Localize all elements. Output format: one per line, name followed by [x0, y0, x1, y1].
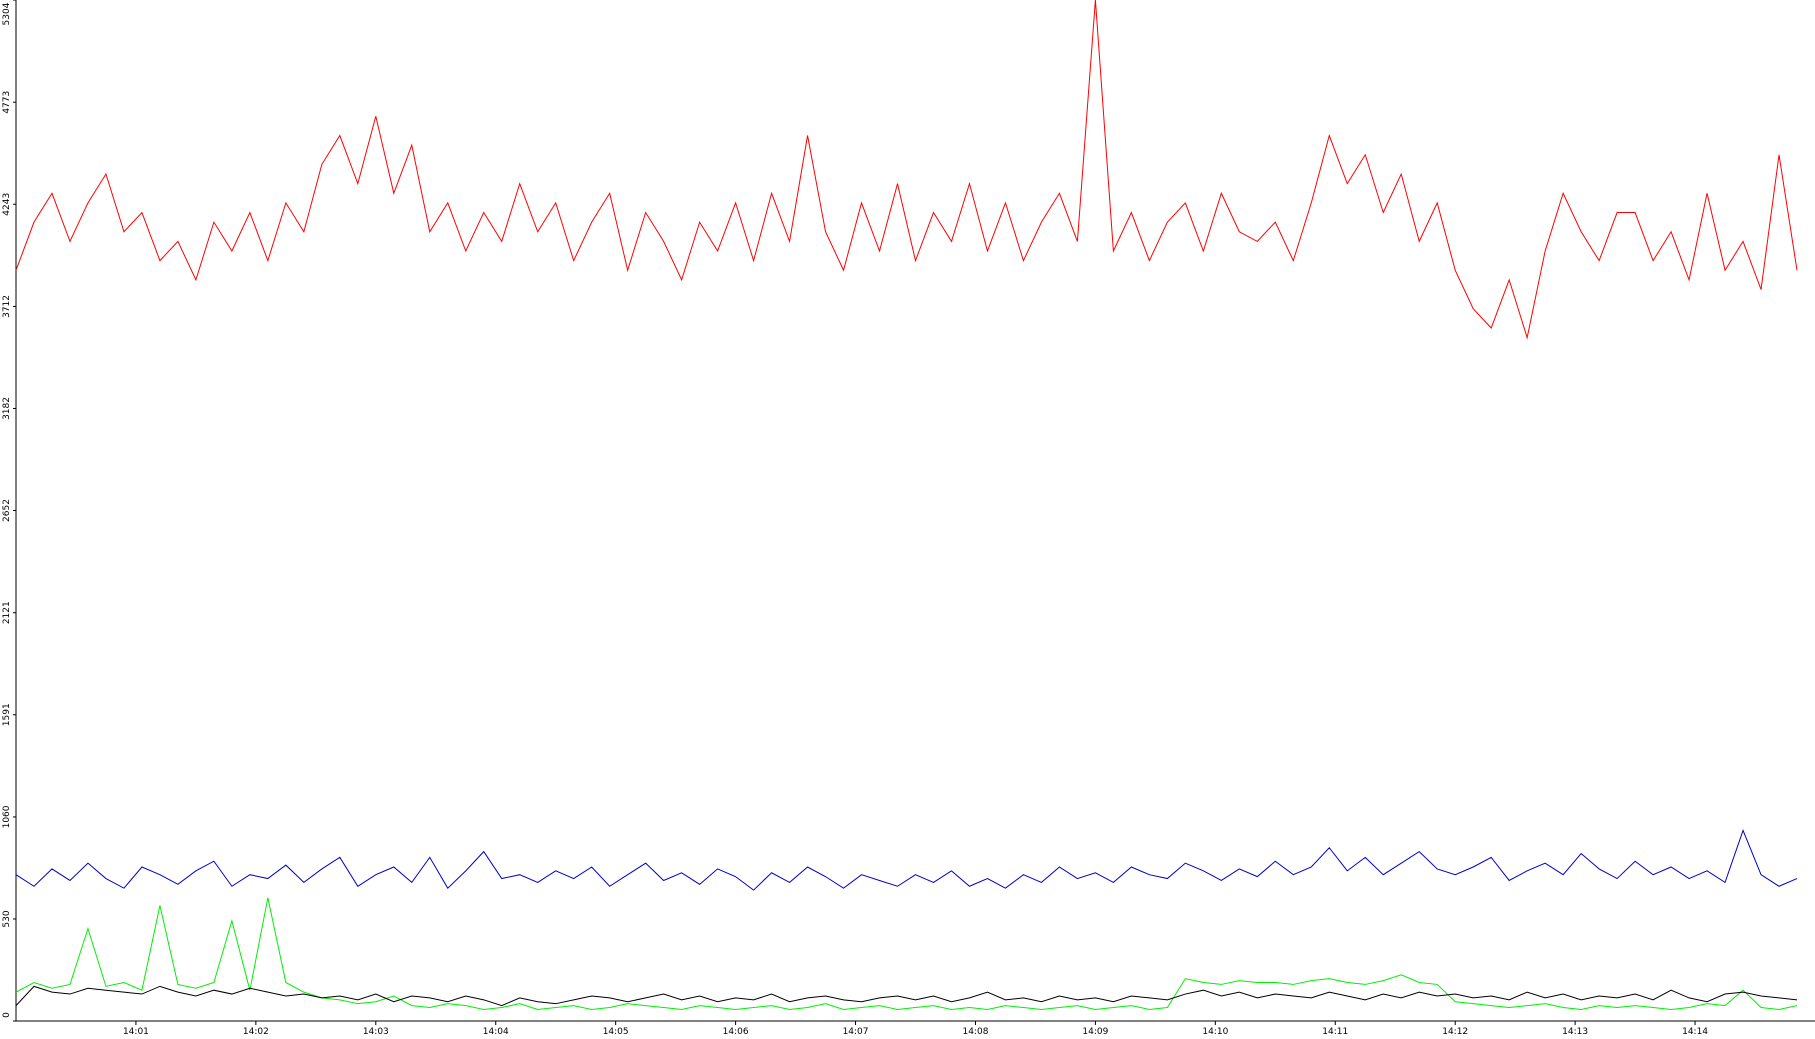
x-tick-label: 14:14	[1682, 1027, 1708, 1037]
y-tick-label: 0	[2, 1012, 12, 1018]
series-line	[15, 897, 1798, 1010]
x-tick-label: 14:04	[483, 1027, 509, 1037]
x-tick-label: 14:07	[843, 1027, 869, 1037]
x-tick-label: 14:05	[603, 1027, 629, 1037]
y-tick-label: 4243	[2, 193, 12, 216]
x-tick-label: 14:13	[1562, 1027, 1588, 1037]
y-tick-label: 2121	[2, 601, 12, 624]
x-tick-label: 14:01	[123, 1027, 149, 1037]
y-tick-label: 3182	[2, 397, 12, 420]
x-tick-label: 14:03	[363, 1027, 389, 1037]
x-tick-label: 14:12	[1442, 1027, 1468, 1037]
y-tick-label: 5304	[2, 2, 12, 25]
x-tick-label: 14:10	[1202, 1027, 1228, 1037]
x-tick-label: 14:11	[1322, 1027, 1348, 1037]
y-tick-label: 1591	[2, 703, 12, 726]
y-tick-label: 4773	[2, 91, 12, 114]
y-tick-label: 1060	[2, 805, 12, 828]
y-tick-label: 2652	[2, 499, 12, 522]
series-line	[15, 0, 1798, 340]
y-tick-label: 3712	[2, 295, 12, 318]
x-tick-label: 14:02	[243, 1027, 269, 1037]
series-line	[15, 829, 1798, 891]
y-tick-label: 530	[2, 910, 12, 927]
x-tick-label: 14:08	[962, 1027, 988, 1037]
x-tick-label: 14:09	[1082, 1027, 1108, 1037]
series-line	[15, 985, 1798, 1007]
x-tick-label: 14:06	[723, 1027, 749, 1037]
